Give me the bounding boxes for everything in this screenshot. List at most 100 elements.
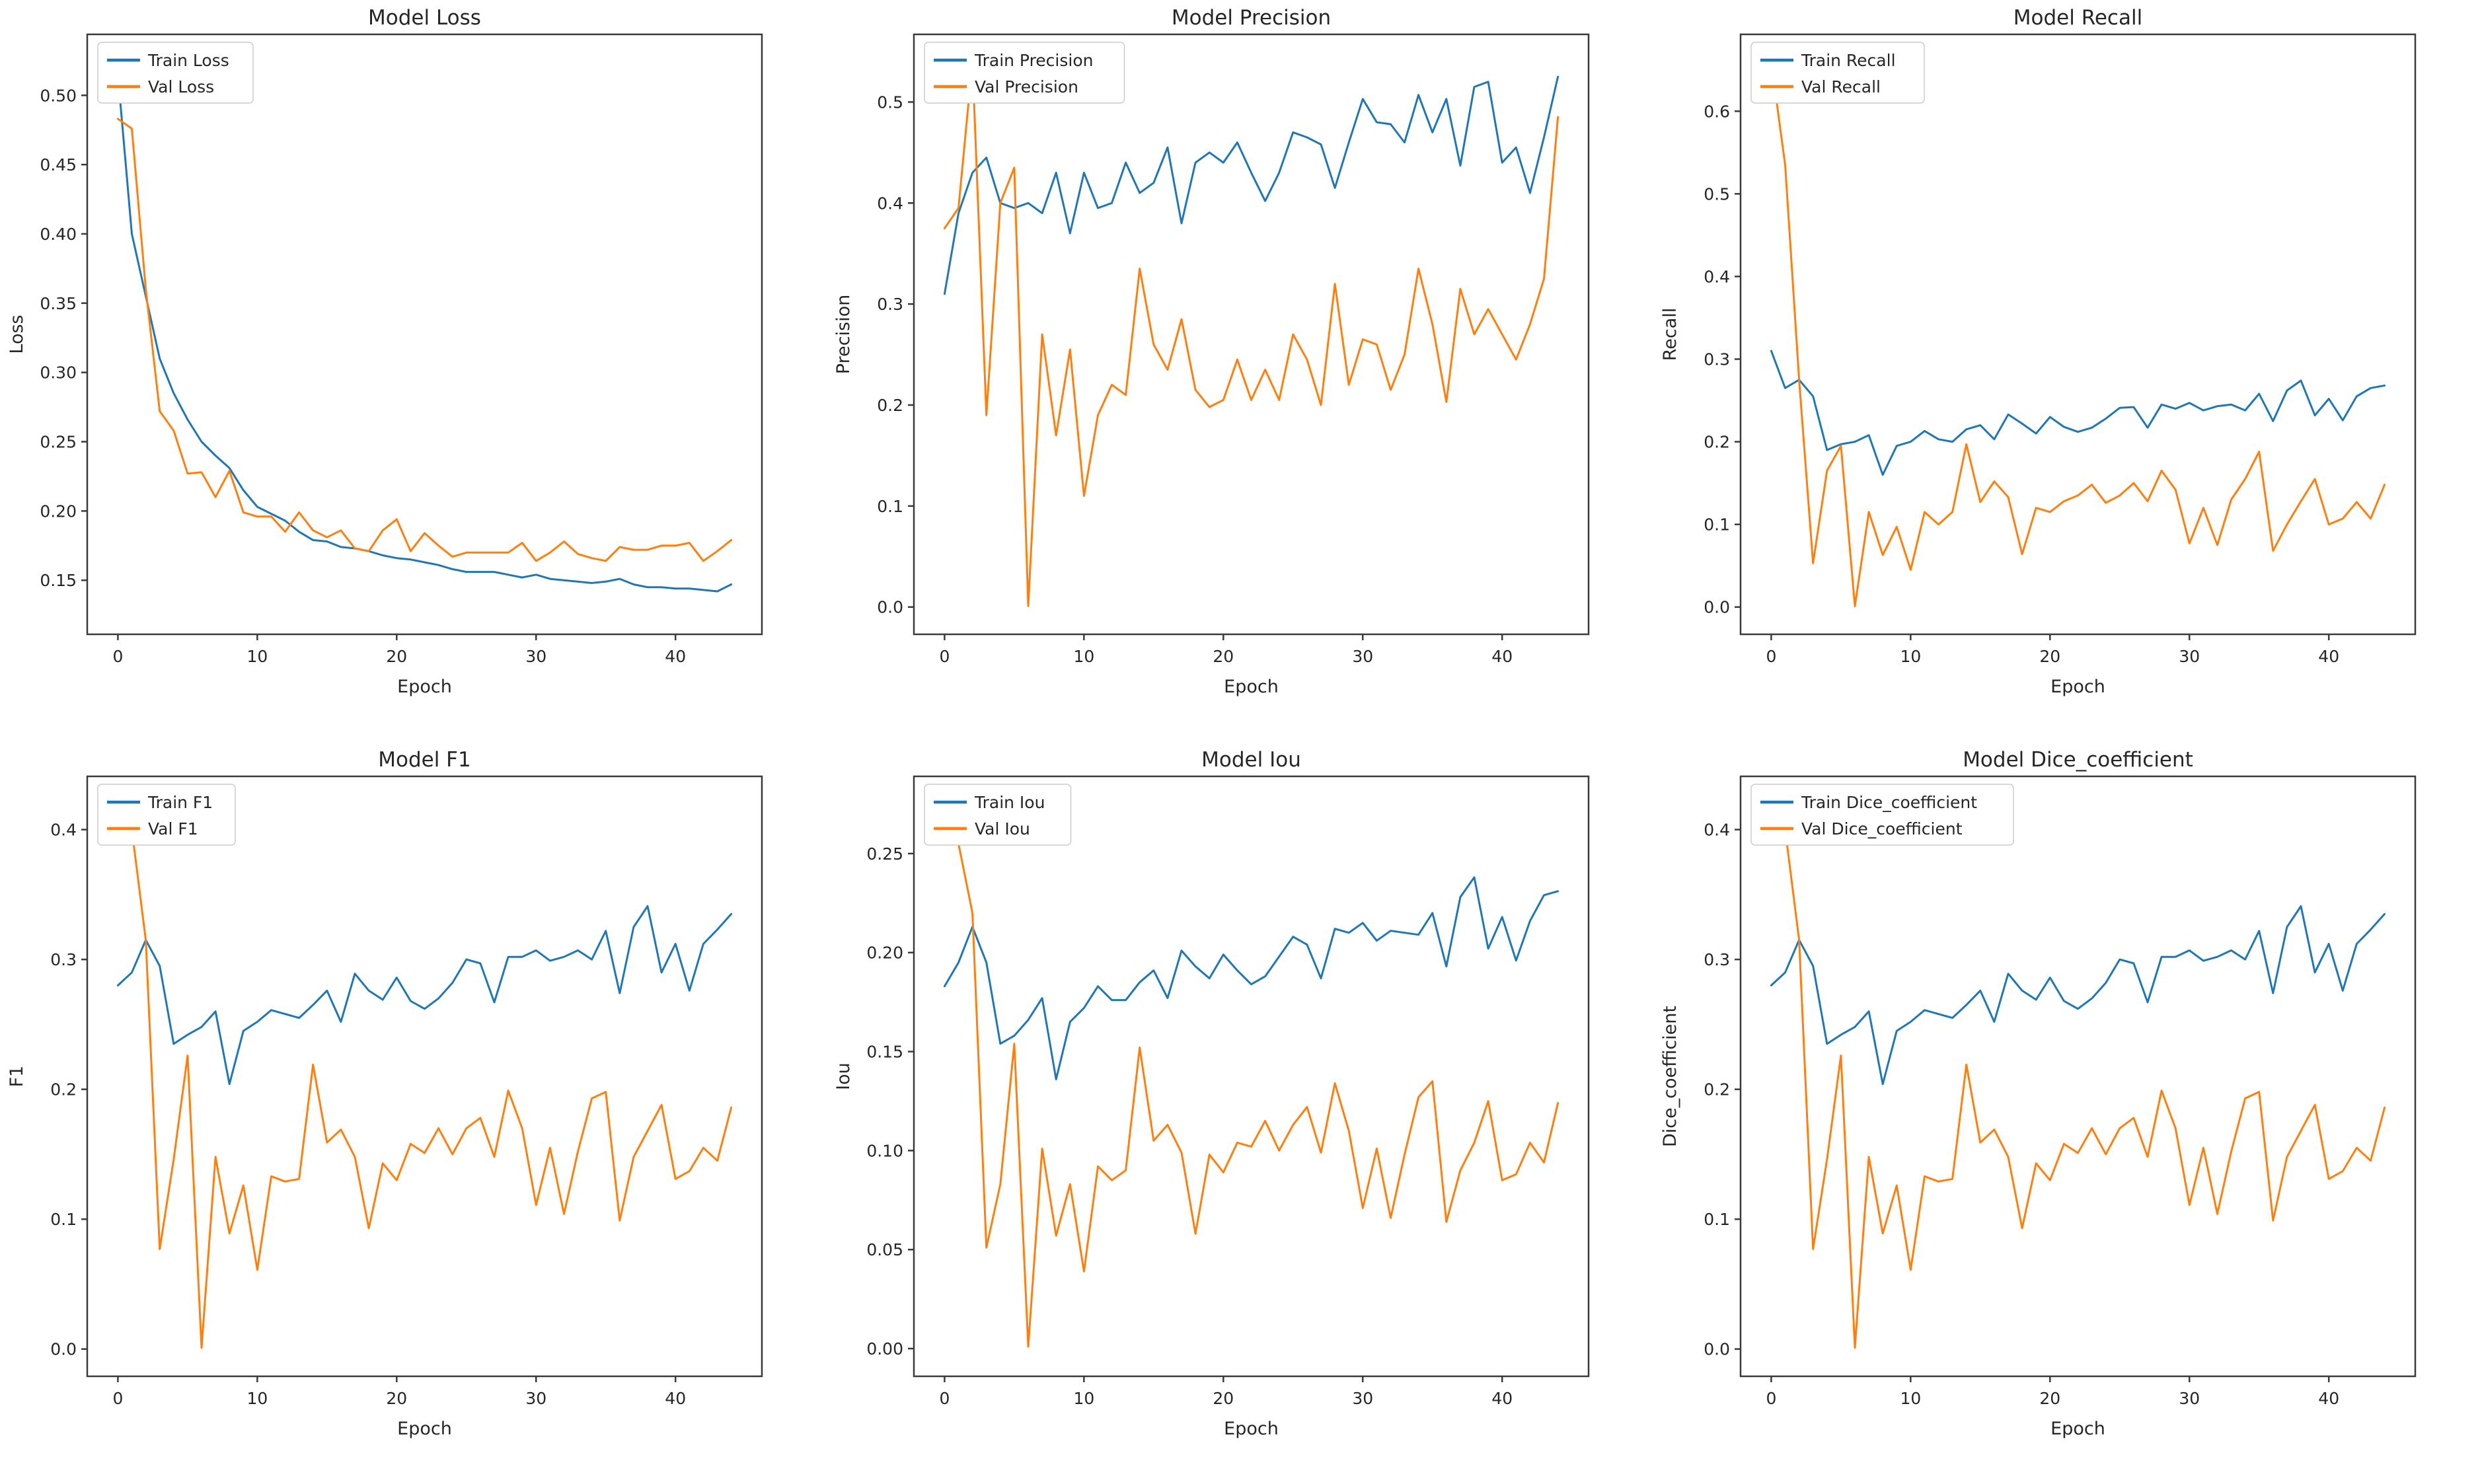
y-axis-label: Recall <box>1660 308 1680 361</box>
legend-label: Val F1 <box>148 819 198 838</box>
y-tick-label: 0.4 <box>877 194 903 213</box>
legend-label: Train Dice_coefficient <box>1801 793 1977 812</box>
legend: Train Loss Val Loss <box>97 42 254 104</box>
legend-label: Train Iou <box>974 793 1045 812</box>
plot-border <box>913 33 1590 636</box>
x-tick-label: 0 <box>1766 1389 1776 1408</box>
iou-chart-svg: 0 10 20 30 40 0.00 0.05 0.10 0.15 0.20 0.25 Model I… <box>833 748 1590 1439</box>
recall-chart-svg: 0 10 20 30 40 0.0 0.1 0.2 0.3 0.4 0.5 0.6 Model Reca… <box>1660 6 2417 697</box>
plot-border <box>86 775 763 1378</box>
y-tick-label: 0.0 <box>50 1340 77 1359</box>
y-tick-label: 0.1 <box>877 497 903 516</box>
legend-label: Val Dice_coefficient <box>1801 819 1963 838</box>
y-tick-label: 0.3 <box>1704 950 1730 969</box>
legend-label: Train Recall <box>1801 51 1896 70</box>
legend-box <box>1750 42 1925 104</box>
series-line-train <box>116 73 733 593</box>
plot-border <box>1739 33 2417 636</box>
plot-border <box>913 775 1590 1378</box>
y-tick-label: 0.0 <box>1704 598 1730 617</box>
x-axis-label: Epoch <box>397 1419 452 1439</box>
y-tick-label: 0.00 <box>866 1339 903 1358</box>
y-axis-label: F1 <box>7 1066 27 1088</box>
f1-chart-svg: 0 10 20 30 40 0.0 0.1 0.2 0.3 0.4 Model F1 Epoch F1 T… <box>7 748 763 1439</box>
y-tick-label: 0.40 <box>40 225 77 244</box>
plot-border <box>1739 775 2417 1378</box>
y-tick-label: 0.20 <box>40 501 77 521</box>
series-line-val <box>1770 60 2386 607</box>
y-tick-label: 0.05 <box>866 1240 903 1259</box>
y-tick-label: 0.1 <box>1704 515 1730 535</box>
chart-panel-f1: 0 10 20 30 40 0.0 0.1 0.2 0.3 0.4 Model F1 Epoch F1 T… <box>0 742 827 1484</box>
chart-panel-recall: 0 10 20 30 40 0.0 0.1 0.2 0.3 0.4 0.5 0.6 Model Reca… <box>1653 0 2480 742</box>
x-tick-label: 40 <box>2318 1389 2339 1408</box>
y-axis-label: Precision <box>833 295 854 374</box>
x-tick-label: 10 <box>1073 1389 1094 1408</box>
chart-title: Model Dice_coefficient <box>1963 748 2193 772</box>
chart-title: Model Loss <box>368 6 481 30</box>
chart-panel-iou: 0 10 20 30 40 0.00 0.05 0.10 0.15 0.20 0.25 Model I… <box>827 742 1653 1484</box>
legend: Train Recall Val Recall <box>1750 42 1925 104</box>
series-line-val <box>1770 802 2386 1349</box>
chart-title: Model Iou <box>1201 748 1301 772</box>
x-tick-label: 0 <box>1766 647 1776 666</box>
series-line-val <box>116 118 733 562</box>
chart-panel-dice-coefficient: 0 10 20 30 40 0.0 0.1 0.2 0.3 0.4 Model Dice_coeff… <box>1653 742 2480 1484</box>
series-line-train <box>943 876 1559 1080</box>
x-tick-label: 10 <box>246 647 268 666</box>
y-tick-label: 0.4 <box>1704 821 1730 840</box>
legend-label: Val Iou <box>975 819 1030 838</box>
series-line-val <box>116 802 733 1349</box>
y-tick-label: 0.1 <box>1704 1210 1730 1229</box>
y-tick-label: 0.6 <box>1704 102 1730 121</box>
x-axis-label: Epoch <box>1224 677 1279 697</box>
x-tick-label: 0 <box>939 647 950 666</box>
y-tick-label: 0.50 <box>40 86 77 105</box>
x-tick-label: 20 <box>1213 1389 1234 1408</box>
y-tick-label: 0.2 <box>1704 1080 1730 1099</box>
legend-label: Train Loss <box>147 51 229 70</box>
y-tick-label: 0.0 <box>877 598 903 617</box>
y-tick-label: 0.4 <box>50 821 77 840</box>
x-tick-label: 20 <box>386 647 407 666</box>
chart-panel-precision: 0 10 20 30 40 0.0 0.1 0.2 0.3 0.4 0.5 Model Precisi… <box>827 0 1653 742</box>
plot-border <box>86 33 763 636</box>
x-tick-label: 0 <box>112 1389 123 1408</box>
y-tick-label: 0.15 <box>40 571 77 590</box>
chart-title: Model Precision <box>1172 6 1331 30</box>
y-tick-label: 0.20 <box>866 944 903 963</box>
x-axis-label: Epoch <box>1224 1419 1279 1439</box>
series-line-train <box>1770 905 2386 1086</box>
y-axis-label: Dice_coefficient <box>1660 1006 1680 1147</box>
y-tick-label: 0.3 <box>50 950 77 969</box>
x-tick-label: 20 <box>2039 647 2060 666</box>
y-axis-label: Loss <box>7 315 27 353</box>
y-tick-label: 0.3 <box>1704 350 1730 369</box>
legend-label: Train F1 <box>147 793 213 812</box>
y-tick-label: 0.0 <box>1704 1340 1730 1359</box>
x-tick-label: 30 <box>1352 647 1373 666</box>
legend: Train Precision Val Precision <box>924 42 1125 104</box>
dice-coefficient-chart-svg: 0 10 20 30 40 0.0 0.1 0.2 0.3 0.4 Model Dice_coeff… <box>1660 748 2417 1439</box>
y-tick-label: 0.1 <box>50 1210 77 1229</box>
y-tick-label: 0.10 <box>866 1141 903 1160</box>
y-tick-label: 0.45 <box>40 155 77 174</box>
x-tick-label: 0 <box>112 647 123 666</box>
x-tick-label: 30 <box>525 647 546 666</box>
series-line-train <box>943 75 1559 295</box>
x-tick-label: 30 <box>2179 1389 2200 1408</box>
x-tick-label: 10 <box>1073 647 1094 666</box>
y-tick-label: 0.25 <box>866 844 903 864</box>
y-tick-label: 0.5 <box>877 93 903 112</box>
loss-chart-svg: 0 10 20 30 40 0.15 0.20 0.25 0.30 0.35 0.40 0.45 0.5… <box>7 6 763 697</box>
legend: Train Dice_coefficient Val Dice_coefficie… <box>1750 784 2014 846</box>
y-tick-label: 0.4 <box>1704 267 1730 286</box>
chart-panel-loss: 0 10 20 30 40 0.15 0.20 0.25 0.30 0.35 0.40 0.45 0.5… <box>0 0 827 742</box>
legend-label: Train Precision <box>974 51 1093 70</box>
legend-box <box>924 42 1125 104</box>
legend: Train Iou Val Iou <box>924 784 1072 846</box>
y-tick-label: 0.30 <box>40 363 77 383</box>
legend-label: Val Precision <box>975 77 1078 96</box>
x-tick-label: 20 <box>386 1389 407 1408</box>
